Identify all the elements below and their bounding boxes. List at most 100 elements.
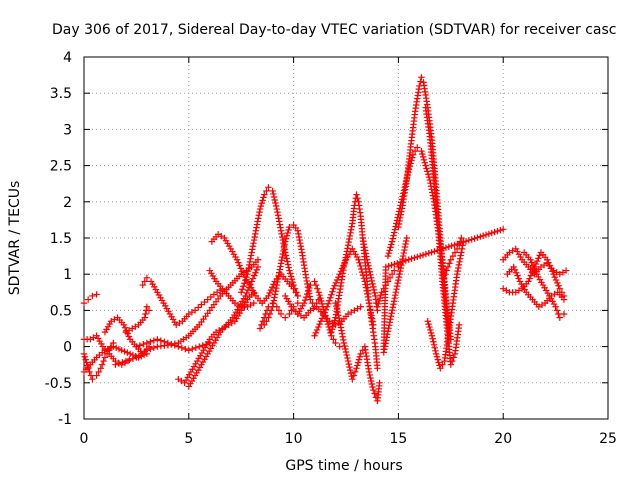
- data-point: [398, 258, 406, 266]
- data-point: [388, 310, 395, 317]
- data-point: [431, 344, 438, 352]
- data-point: [411, 147, 419, 155]
- data-point: [110, 343, 117, 350]
- data-point: [336, 343, 343, 350]
- data-point: [465, 237, 473, 244]
- data-point: [104, 345, 111, 353]
- data-point: [370, 283, 377, 291]
- data-point: [240, 283, 247, 290]
- data-point: [369, 383, 376, 391]
- data-point: [459, 238, 467, 246]
- data-point: [437, 365, 444, 372]
- data-point: [389, 307, 396, 314]
- data-point: [434, 356, 442, 363]
- data-point: [196, 343, 203, 350]
- data-point: [185, 347, 192, 354]
- data-point: [150, 337, 158, 344]
- data-point: [422, 250, 430, 258]
- data-point: [332, 279, 340, 287]
- data-point: [86, 368, 93, 376]
- data-point: [391, 226, 399, 233]
- data-point: [377, 291, 384, 299]
- series-arc-27: [424, 238, 467, 372]
- data-point: [405, 256, 412, 263]
- data-point: [333, 302, 340, 310]
- data-point: [528, 269, 536, 276]
- data-point: [335, 273, 342, 281]
- data-point: [389, 235, 397, 242]
- data-point: [370, 286, 378, 294]
- data-point: [449, 252, 457, 260]
- data-point: [436, 362, 443, 369]
- chart-title: Day 306 of 2017, Sidereal Day-to-day VTE…: [52, 22, 616, 38]
- data-point: [440, 274, 448, 282]
- data-point: [293, 289, 300, 296]
- data-point: [371, 390, 378, 397]
- data-point: [140, 340, 147, 348]
- data-point: [317, 294, 324, 302]
- data-point: [330, 336, 337, 343]
- data-point: [300, 299, 308, 307]
- data-point: [427, 329, 435, 337]
- data-point: [249, 275, 257, 282]
- data-point: [368, 380, 376, 388]
- data-point: [365, 265, 373, 272]
- series-arc-01: [80, 291, 100, 307]
- data-point: [356, 353, 364, 360]
- data-point: [511, 266, 519, 274]
- data-point: [237, 265, 244, 272]
- data-point: [100, 357, 107, 365]
- data-point: [367, 377, 375, 385]
- data-point: [270, 193, 278, 201]
- data-point: [141, 314, 148, 321]
- data-point: [395, 276, 402, 284]
- x-tick-label: 10: [285, 431, 303, 447]
- data-point: [263, 318, 270, 325]
- data-point: [143, 347, 151, 354]
- data-point: [500, 226, 507, 233]
- data-point: [269, 187, 276, 195]
- data-point: [260, 194, 267, 201]
- data-point: [254, 263, 262, 271]
- data-point: [420, 156, 428, 164]
- data-point: [284, 261, 292, 268]
- data-point: [195, 304, 202, 311]
- data-point: [432, 350, 440, 358]
- data-point: [192, 344, 199, 352]
- data-point: [283, 255, 290, 262]
- data-point: [367, 374, 374, 382]
- data-point: [437, 246, 444, 253]
- data-point: [327, 294, 334, 301]
- data-point: [560, 296, 568, 303]
- data-point: [340, 339, 348, 347]
- data-point: [129, 355, 137, 362]
- data-point: [355, 256, 362, 263]
- data-point: [532, 268, 539, 275]
- data-point: [243, 274, 250, 281]
- y-axis-label: SDTVAR / TECUs: [7, 181, 23, 296]
- data-point: [115, 345, 123, 353]
- data-point: [408, 255, 415, 262]
- y-tick-label: 4: [63, 50, 72, 66]
- data-point: [414, 253, 421, 261]
- data-point: [389, 304, 397, 311]
- data-point: [477, 233, 484, 240]
- data-point: [112, 361, 119, 368]
- data-point: [270, 190, 277, 198]
- data-point: [432, 347, 439, 355]
- data-point: [142, 310, 149, 318]
- data-point: [287, 270, 294, 277]
- y-tick-label: 2: [63, 195, 72, 211]
- data-point: [431, 248, 438, 255]
- data-point: [385, 262, 392, 270]
- data-point: [271, 196, 278, 204]
- data-point: [387, 313, 395, 320]
- data-point: [307, 281, 314, 289]
- data-point: [552, 276, 560, 284]
- data-point: [380, 349, 387, 356]
- data-point: [527, 272, 535, 279]
- data-point: [374, 303, 381, 310]
- data-point: [343, 351, 350, 359]
- data-point: [328, 291, 335, 298]
- data-point: [450, 354, 457, 361]
